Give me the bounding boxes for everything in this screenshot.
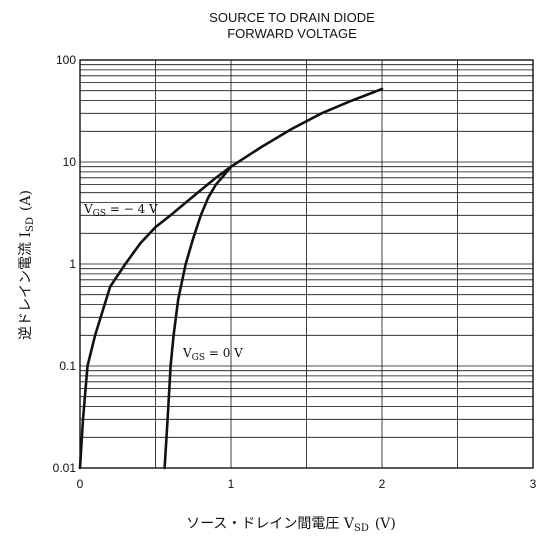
- chart-title-line-1: SOURCE TO DRAIN DIODE: [209, 10, 375, 25]
- grid: [80, 60, 533, 468]
- y-tick-label: 0.01: [53, 461, 77, 475]
- x-axis-label-main: ソース・ドレイン間電圧 V: [186, 516, 355, 532]
- y-axis-label-unit: (A): [18, 190, 34, 211]
- y-tick-labels: 0.01 0.1 1 10 100: [53, 53, 77, 475]
- x-tick-label: 0: [77, 477, 84, 491]
- series-line-vgs-minus4: [78, 87, 384, 470]
- series-line-vgs-0: [163, 165, 233, 470]
- x-tick-label: 1: [228, 477, 235, 491]
- x-axis-label-sub: SD: [354, 523, 369, 534]
- chart-title-line-2: FORWARD VOLTAGE: [227, 26, 357, 41]
- y-axis-label-sub: SD: [25, 217, 36, 232]
- x-tick-label: 3: [530, 477, 537, 491]
- x-axis-label: ソース・ドレイン間電圧 VSD (V): [186, 516, 396, 534]
- series-label-main: V: [83, 202, 93, 216]
- y-axis-label: 逆ドレイン電流 ISD (A): [18, 190, 36, 340]
- y-axis-label-main: 逆ドレイン電流 I: [18, 232, 34, 340]
- series-label-rest: = 0 V: [205, 346, 243, 360]
- x-axis-label-unit: (V): [375, 516, 396, 532]
- series-label-rest: = − 4 V: [106, 202, 158, 216]
- series-label-sub: GS: [93, 209, 106, 219]
- series-label-vgs-0: VGS = 0 V: [182, 346, 243, 363]
- y-tick-label: 10: [63, 155, 77, 169]
- series-label-sub: GS: [192, 353, 205, 363]
- y-tick-label: 1: [69, 257, 76, 271]
- curves: [78, 87, 384, 470]
- x-tick-label: 2: [379, 477, 386, 491]
- series-label-main: V: [182, 346, 192, 360]
- series-label-vgs-minus4: VGS = − 4 V: [83, 202, 158, 219]
- y-tick-label: 0.1: [59, 359, 76, 373]
- y-tick-label: 100: [56, 53, 76, 67]
- plot-frame: [79, 59, 534, 469]
- x-tick-labels: 0 1 2 3: [77, 477, 537, 491]
